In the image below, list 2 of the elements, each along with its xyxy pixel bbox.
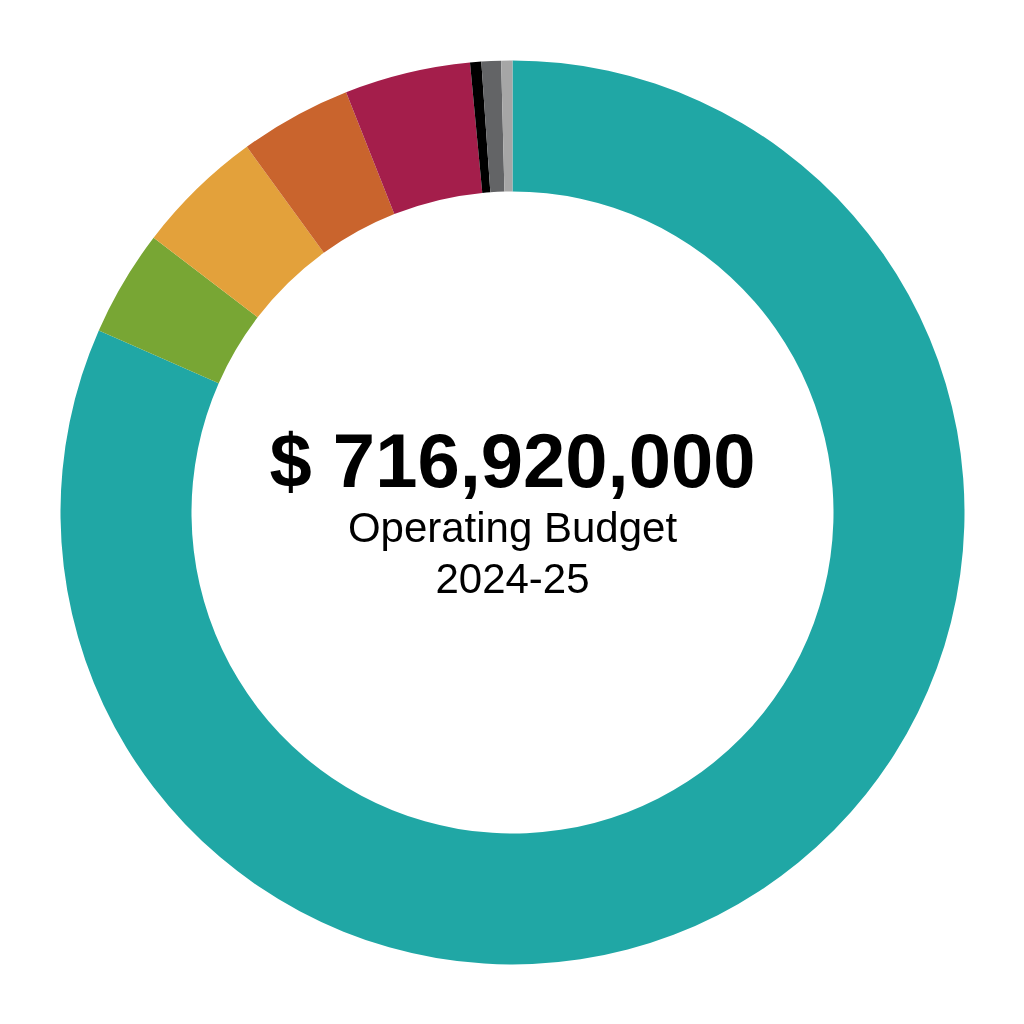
text: Operating Budget 2024-25	[347, 504, 678, 602]
text: $ 716,920,000	[269, 418, 756, 503]
